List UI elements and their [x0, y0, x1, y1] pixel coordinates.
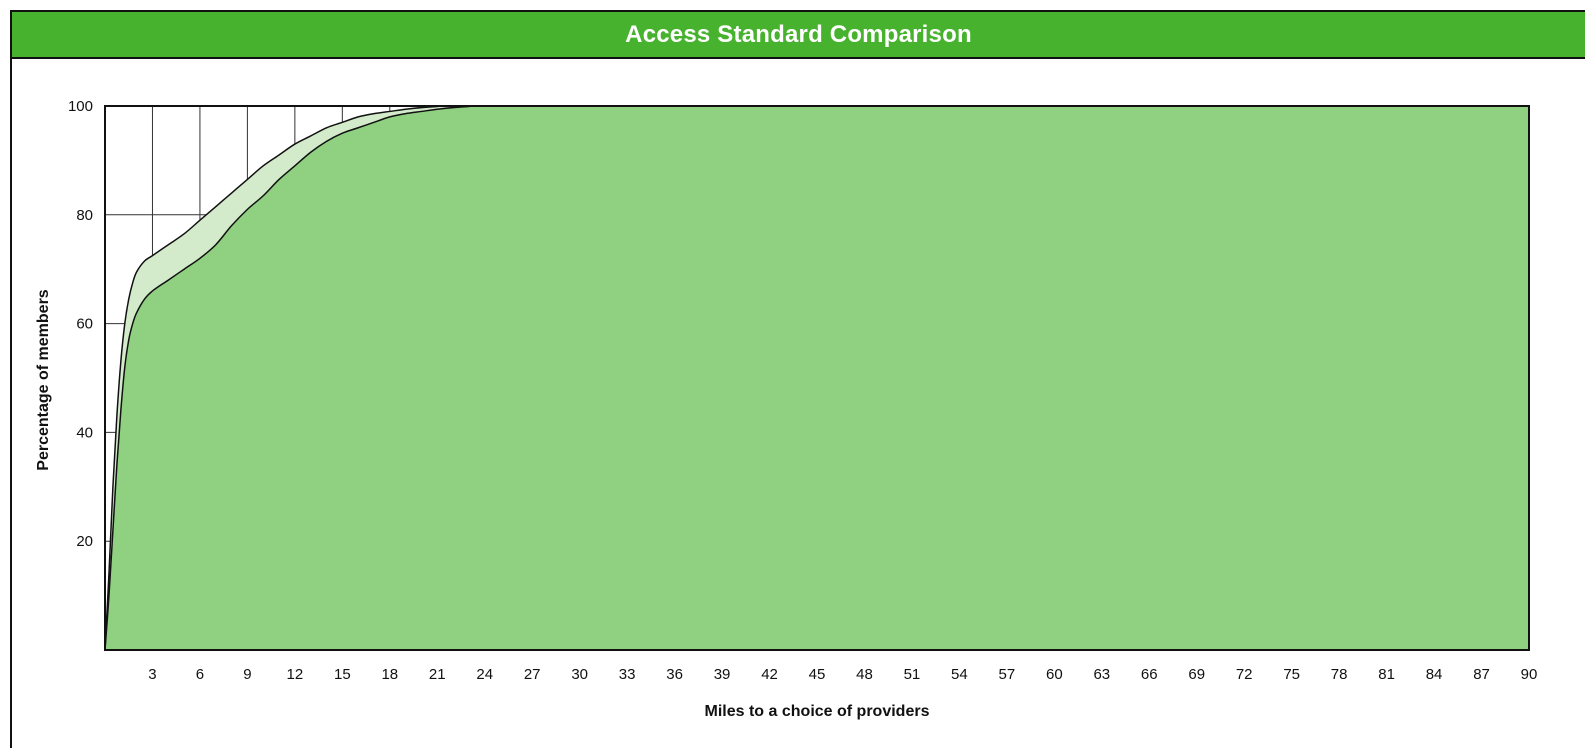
chart-title-bar: Access Standard Comparison	[12, 12, 1585, 59]
x-tick-label: 81	[1378, 666, 1395, 683]
x-tick-label: 78	[1331, 666, 1348, 683]
y-tick-label: 40	[76, 424, 93, 441]
x-axis-title: Miles to a choice of providers	[705, 703, 930, 720]
x-axis: 3 6 9 12 15 18 21 24 27 30 33 36 39 42 45 48 51 54 57 60 63 6…	[148, 666, 1537, 683]
plot-border	[104, 105, 1530, 651]
x-tick-label: 45	[809, 666, 826, 683]
x-tick-label: 48	[856, 666, 873, 683]
x-tick-label: 84	[1426, 666, 1443, 683]
x-tick-label: 87	[1473, 666, 1490, 683]
x-tick-label: 6	[196, 666, 204, 683]
x-tick-label: 18	[381, 666, 398, 683]
x-tick-label: 51	[904, 666, 921, 683]
x-tick-label: 72	[1236, 666, 1253, 683]
x-tick-label: 33	[619, 666, 636, 683]
x-tick-label: 39	[714, 666, 731, 683]
x-tick-label: 42	[761, 666, 778, 683]
x-tick-label: 57	[999, 666, 1016, 683]
x-tick-label: 12	[287, 666, 304, 683]
x-tick-label: 75	[1283, 666, 1300, 683]
plot-area	[104, 105, 1530, 651]
chart-title: Access Standard Comparison	[625, 20, 972, 48]
y-axis-title: Percentage of members	[35, 289, 52, 471]
x-tick-label: 15	[334, 666, 351, 683]
x-tick-label: 66	[1141, 666, 1158, 683]
series-lower-area	[105, 105, 1529, 650]
x-tick-label: 30	[571, 666, 588, 683]
y-tick-label: 100	[68, 98, 93, 115]
x-tick-label: 24	[476, 666, 493, 683]
x-tick-label: 36	[666, 666, 683, 683]
x-tick-label: 9	[243, 666, 251, 683]
x-tick-label: 21	[429, 666, 446, 683]
x-tick-label: 90	[1521, 666, 1538, 683]
y-tick-label: 80	[76, 207, 93, 224]
y-axis: 20 40 60 80 100	[68, 98, 93, 550]
x-tick-label: 69	[1188, 666, 1205, 683]
y-tick-label: 60	[76, 316, 93, 333]
x-tick-label: 54	[951, 666, 968, 683]
x-tick-label: 63	[1093, 666, 1110, 683]
x-tick-label: 27	[524, 666, 541, 683]
x-tick-label: 60	[1046, 666, 1063, 683]
x-tick-label: 3	[148, 666, 156, 683]
y-tick-label: 20	[76, 533, 93, 550]
